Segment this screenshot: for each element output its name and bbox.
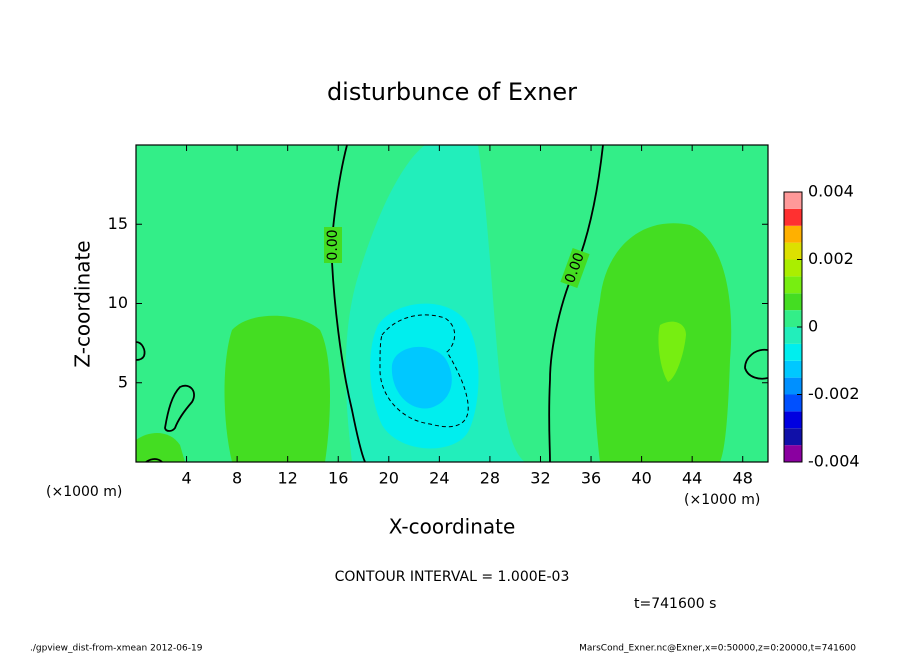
filled-region (224, 315, 330, 462)
y-tick-label: 5 (118, 372, 128, 391)
colorbar-tick-label: 0.002 (808, 249, 854, 268)
contour-line (145, 458, 163, 462)
x-tick-label: 48 (733, 469, 753, 488)
chart-title: disturbunce of Exner (327, 78, 577, 106)
colorbar-tick-label: -0.002 (808, 384, 860, 403)
contour-interval: CONTOUR INTERVAL = 1.000E-03 (335, 569, 570, 585)
colorbar-band (784, 377, 802, 395)
plot-area (136, 145, 768, 462)
colorbar-band (784, 208, 802, 226)
contour-label-bg (324, 227, 342, 263)
contour-line (330, 145, 366, 462)
contour-label: 0.00 (325, 229, 341, 260)
x-unit: (×1000 m) (684, 492, 760, 508)
colorbar-band (784, 411, 802, 429)
x-tick-label: 4 (181, 469, 191, 488)
colorbar-band (784, 327, 802, 344)
y-tick-label: 15 (108, 214, 128, 233)
x-axis-label: X-coordinate (389, 515, 516, 539)
filled-region (391, 346, 452, 409)
contour-line (136, 341, 146, 361)
colorbar-band (784, 225, 802, 243)
colorbar-band (784, 310, 802, 327)
y-axis-label: Z-coordinate (71, 240, 95, 367)
colorbar-tick-label: 0 (808, 317, 818, 336)
colorbar-band (784, 259, 802, 277)
colorbar-band (784, 242, 802, 260)
x-tick-label: 32 (530, 469, 550, 488)
colorbar-band (784, 360, 802, 378)
footer-right: MarsCond_Exner.nc@Exner,x=0:50000,z=0:20… (579, 644, 856, 654)
colorbar-band (784, 445, 802, 462)
contour-label-bg (560, 248, 590, 288)
x-unit: (×1000 m) (46, 484, 122, 500)
filled-region (658, 321, 686, 382)
x-tick-label: 8 (232, 469, 242, 488)
x-tick-label: 44 (682, 469, 702, 488)
colorbar-band (784, 428, 802, 446)
contour-line (164, 384, 195, 432)
x-tick-label: 40 (631, 469, 651, 488)
colorbar-band (784, 192, 802, 209)
colorbar-band (784, 276, 802, 294)
contour-line (744, 348, 768, 380)
contour-line (548, 145, 604, 462)
colorbar-band (784, 394, 802, 412)
x-tick-label: 28 (480, 469, 500, 488)
x-tick-label: 24 (429, 469, 449, 488)
colorbar-tick-label: 0.004 (808, 182, 854, 201)
x-tick-label: 16 (328, 469, 348, 488)
colorbar-band (784, 293, 802, 311)
x-tick-label: 12 (278, 469, 298, 488)
footer-left: ./gpview_dist-from-xmean 2012-06-19 (30, 644, 203, 654)
colorbar-band (784, 343, 802, 361)
filled-region (136, 433, 185, 462)
x-tick-label: 20 (379, 469, 399, 488)
x-tick-label: 36 (581, 469, 601, 488)
time-label: t=741600 s (634, 596, 716, 612)
colorbar-tick-label: -0.004 (808, 452, 860, 471)
y-tick-label: 10 (108, 293, 128, 312)
